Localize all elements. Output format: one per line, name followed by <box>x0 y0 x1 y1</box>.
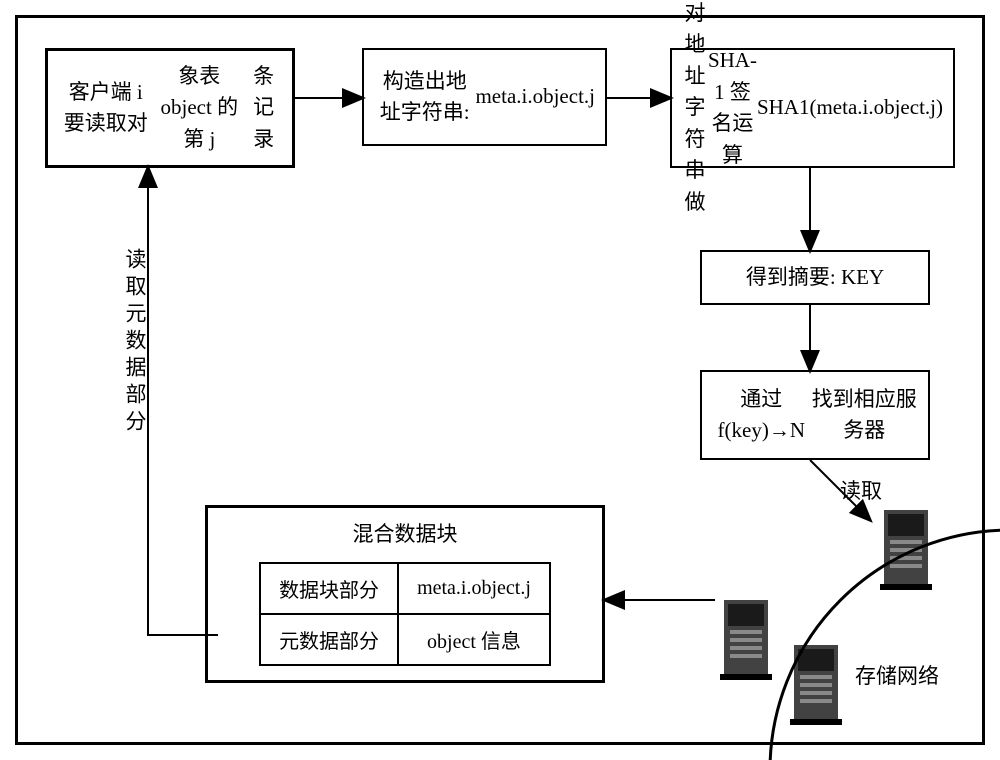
node-sha1-sign: 对地址字符串做SHA-1 签名运算SHA1(meta.i.object.j) <box>670 48 955 168</box>
cell-meta-part-label: 元数据部分 <box>260 614 398 665</box>
vertical-label-read-metadata: 读取元数据部分 <box>120 248 150 437</box>
cell-data-part-label: 数据块部分 <box>260 563 398 614</box>
table-row: 数据块部分 meta.i.object.j <box>260 563 550 614</box>
diagram-container: 客户端 i 要读取对象表 object 的第 j条记录 构造出地址字符串:met… <box>0 0 1000 760</box>
node-digest-key: 得到摘要: KEY <box>700 250 930 305</box>
hybrid-title: 混合数据块 <box>208 508 602 562</box>
hybrid-block: 混合数据块 数据块部分 meta.i.object.j 元数据部分 object… <box>205 505 605 683</box>
node-client-read: 客户端 i 要读取对象表 object 的第 j条记录 <box>45 48 295 168</box>
cell-meta-part-value: object 信息 <box>398 614 550 665</box>
label-read: 读取 <box>840 475 882 505</box>
hybrid-table: 数据块部分 meta.i.object.j 元数据部分 object 信息 <box>259 562 551 666</box>
cell-data-part-value: meta.i.object.j <box>398 563 550 614</box>
table-row: 元数据部分 object 信息 <box>260 614 550 665</box>
label-storage-network: 存储网络 <box>855 660 939 690</box>
node-find-server: 通过 f(key)→N找到相应服务器 <box>700 370 930 460</box>
node-construct-address: 构造出地址字符串:meta.i.object.j <box>362 48 607 146</box>
